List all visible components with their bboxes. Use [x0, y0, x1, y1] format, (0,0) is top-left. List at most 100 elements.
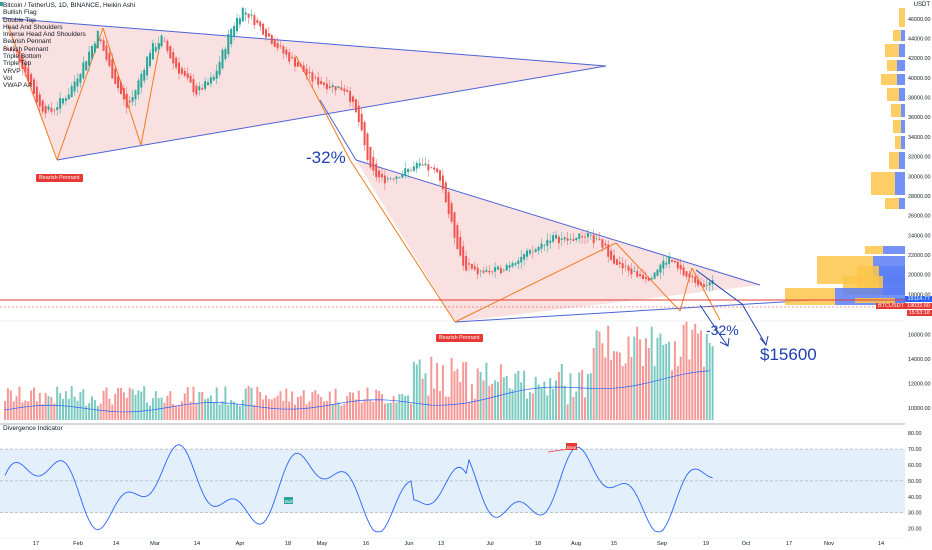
- candle-body: [392, 178, 395, 180]
- vrvp-down-bar: [899, 152, 905, 169]
- candle-body: [325, 83, 328, 90]
- indicator-bullish-flag[interactable]: Bullish Flag: [3, 9, 37, 17]
- indicator-bullish-pennant[interactable]: Bullish Pennant: [3, 45, 49, 53]
- indicator-head-shoulders[interactable]: Head And Shoulders: [3, 23, 63, 31]
- candle-body: [180, 68, 183, 74]
- volume-bar: [653, 366, 656, 420]
- indicator-inverse-head-shoulders[interactable]: Inverse Head And Shoulders: [3, 31, 86, 39]
- volume-bar: [204, 399, 207, 420]
- candle-body: [647, 278, 650, 281]
- candle-body: [366, 133, 369, 161]
- indicator-triple-bottom[interactable]: Triple Bottom: [3, 53, 42, 61]
- volume-bar: [401, 393, 404, 420]
- candle-body: [30, 74, 33, 85]
- candle-body: [62, 98, 64, 104]
- volume-bar: [175, 405, 178, 420]
- candle-body: [178, 62, 180, 74]
- candle-body: [6, 48, 9, 51]
- indicator-double-top[interactable]: Double Top: [3, 16, 36, 24]
- volume-bar: [59, 393, 62, 420]
- target-arrowhead: [719, 337, 730, 347]
- price-tick: 38000.00: [908, 96, 930, 102]
- candle-body: [189, 75, 192, 83]
- volume-bar: [76, 400, 79, 420]
- volume-bar: [621, 365, 624, 420]
- candle-body: [482, 270, 485, 273]
- vrvp-up-bar: [899, 8, 905, 27]
- candle-body: [233, 25, 236, 37]
- collapse-icon[interactable]: [0, 2, 3, 6]
- osc-tick: 60.00: [908, 463, 922, 469]
- x-tick: 14: [194, 541, 200, 547]
- volume-bar: [4, 401, 6, 420]
- osc-bull-tag: [284, 497, 293, 504]
- volume-bar: [511, 389, 514, 420]
- indicator-triple-top[interactable]: Triple Top: [3, 60, 32, 68]
- candle-body: [241, 7, 244, 22]
- volume-bar: [647, 347, 650, 420]
- candle-body: [198, 86, 201, 91]
- x-tick: Jul: [486, 541, 493, 547]
- vrvp-down-bar: [897, 74, 905, 85]
- candle-body: [33, 79, 35, 94]
- volume-bar: [105, 387, 108, 420]
- x-tick: 16: [363, 541, 369, 547]
- volume-bar: [331, 404, 334, 420]
- indicator-vwap[interactable]: VWAP AA: [3, 82, 32, 90]
- candle-body: [296, 62, 299, 67]
- volume-bar: [549, 378, 552, 420]
- indicator-bearish-pennant[interactable]: Bearish Pennant: [3, 38, 52, 46]
- vrvp-up-bar: [893, 120, 901, 133]
- candle-body: [35, 86, 38, 103]
- candle-body: [433, 167, 436, 170]
- volume-bar: [178, 405, 180, 420]
- vrvp-down-bar: [901, 120, 905, 133]
- volume-bar: [96, 405, 99, 420]
- x-tick: May: [317, 541, 328, 547]
- volume-bar: [146, 402, 149, 420]
- candle-body: [543, 245, 546, 247]
- candle-body: [59, 98, 62, 109]
- vrvp-down-bar: [897, 60, 905, 71]
- osc-tick: 20.00: [908, 527, 922, 533]
- volume-bar: [209, 395, 212, 420]
- candle-body: [4, 48, 6, 49]
- candle-body: [642, 275, 644, 279]
- vrvp-up-bar: [865, 246, 883, 254]
- candle-body: [151, 43, 154, 60]
- volume-bar: [56, 386, 59, 420]
- candle-body: [236, 17, 238, 32]
- price-tick: 26000.00: [908, 214, 930, 220]
- candle-body: [70, 86, 73, 98]
- candle-body: [465, 255, 468, 271]
- osc-tick: 40.00: [908, 495, 922, 501]
- candle-body: [491, 271, 494, 273]
- volume-bar: [328, 391, 331, 420]
- candle-body: [282, 46, 285, 54]
- volume-bar: [134, 394, 137, 420]
- candle-body: [149, 52, 151, 67]
- indicator-vrvp[interactable]: VRVP: [3, 67, 21, 75]
- candle-body: [195, 85, 198, 95]
- volume-bar: [636, 326, 639, 420]
- candle-body: [520, 256, 523, 263]
- candle-body: [668, 256, 671, 264]
- candle-body: [566, 238, 569, 241]
- volume-bar: [482, 380, 485, 420]
- oscillator-title[interactable]: Divergence Indicator: [3, 425, 63, 432]
- candle-body: [479, 270, 482, 272]
- volume-bar: [99, 403, 102, 420]
- candle-body: [537, 246, 540, 251]
- candle-body: [552, 235, 555, 242]
- candle-body: [253, 15, 256, 25]
- candle-body: [79, 73, 82, 83]
- candle-body: [305, 68, 308, 75]
- candle-body: [334, 86, 337, 91]
- volume-bar: [207, 398, 209, 420]
- symbol-title[interactable]: Bitcoin / TetherUS, 1D, BINANCE, Heikin …: [3, 2, 136, 9]
- volume-tick: 16000.00: [908, 332, 930, 338]
- indicator-vol[interactable]: Vol: [3, 74, 13, 82]
- volume-bar: [308, 401, 311, 420]
